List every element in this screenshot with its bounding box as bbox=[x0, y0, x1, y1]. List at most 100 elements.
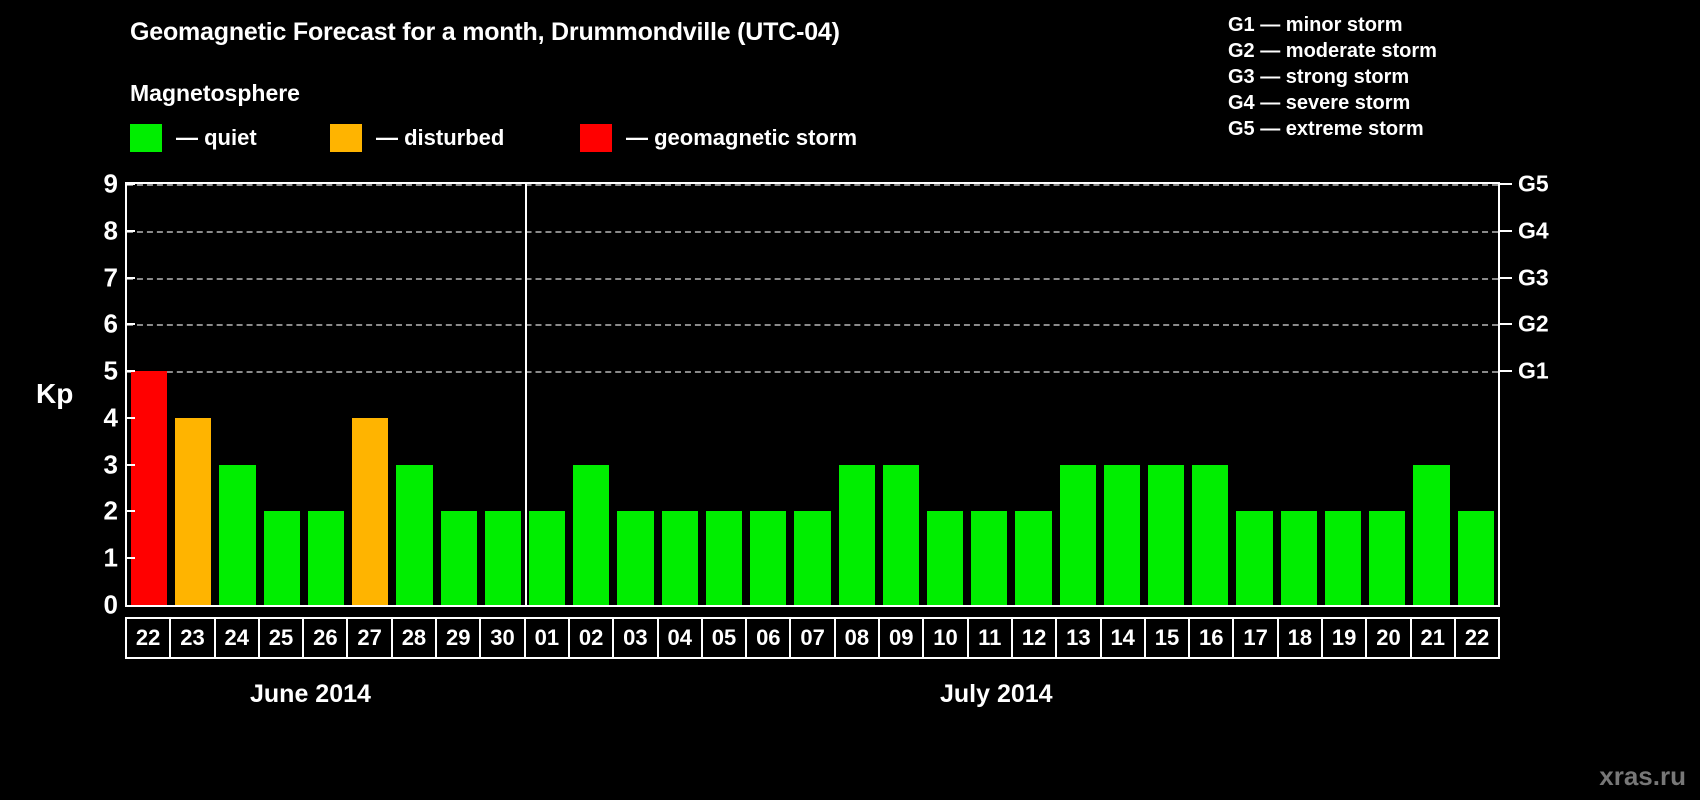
bar-july-21[interactable] bbox=[1413, 464, 1450, 605]
bar-june-29[interactable] bbox=[440, 511, 477, 605]
gridline-kp-5 bbox=[127, 371, 1498, 374]
storm-scale-line-5: G5 — extreme storm bbox=[1228, 118, 1424, 140]
bar-slot bbox=[260, 184, 304, 605]
y-tick-mark-8 bbox=[125, 229, 135, 232]
bar-july-03[interactable] bbox=[617, 511, 654, 605]
date-cell-july-02[interactable]: 02 bbox=[569, 619, 615, 657]
y-tick-label-7: 7 bbox=[103, 262, 118, 293]
date-cell-july-09[interactable]: 09 bbox=[880, 619, 925, 657]
date-cell-july-01[interactable]: 01 bbox=[525, 619, 570, 657]
bar-june-24[interactable] bbox=[219, 464, 256, 605]
bar-july-02[interactable] bbox=[573, 464, 610, 605]
bar-july-05[interactable] bbox=[705, 511, 743, 605]
date-cell-june-24[interactable]: 24 bbox=[215, 619, 260, 657]
bar-slot bbox=[437, 184, 481, 605]
bar-july-13[interactable] bbox=[1059, 464, 1096, 605]
y-tick-label-1: 1 bbox=[103, 542, 118, 573]
bar-july-11[interactable] bbox=[971, 511, 1008, 605]
date-cell-july-03[interactable]: 03 bbox=[614, 619, 659, 657]
bar-slot bbox=[1011, 184, 1055, 605]
bar-slot bbox=[215, 184, 259, 605]
watermark: xras.ru bbox=[1599, 761, 1686, 791]
bar-july-20[interactable] bbox=[1369, 511, 1406, 605]
date-cell-june-25[interactable]: 25 bbox=[259, 619, 305, 657]
gridline-kp-6 bbox=[127, 324, 1498, 327]
bar-july-19[interactable] bbox=[1324, 511, 1362, 605]
date-cell-july-21[interactable]: 21 bbox=[1411, 619, 1456, 657]
y-tick-label-6: 6 bbox=[103, 308, 118, 339]
storm-scale-line-2: G2 — moderate storm bbox=[1228, 40, 1437, 62]
y-tick-mark-9 bbox=[125, 183, 135, 185]
g-tick-mark-G5 bbox=[1500, 183, 1512, 185]
y-tick-label-8: 8 bbox=[103, 215, 118, 246]
date-cell-july-11[interactable]: 11 bbox=[968, 619, 1013, 657]
date-cell-june-23[interactable]: 23 bbox=[171, 619, 216, 657]
bar-july-10[interactable] bbox=[926, 511, 964, 605]
bar-slot bbox=[879, 184, 923, 605]
date-cell-july-15[interactable]: 15 bbox=[1145, 619, 1191, 657]
plot-area bbox=[125, 182, 1500, 607]
bar-july-08[interactable] bbox=[838, 464, 875, 605]
bar-july-06[interactable] bbox=[750, 511, 787, 605]
date-cell-july-14[interactable]: 14 bbox=[1101, 619, 1146, 657]
date-cell-july-22[interactable]: 22 bbox=[1455, 619, 1499, 657]
magnetosphere-label: Magnetosphere bbox=[130, 80, 300, 106]
g-tick-mark-G4 bbox=[1500, 229, 1512, 232]
bar-slot bbox=[923, 184, 967, 605]
date-cell-june-27[interactable]: 27 bbox=[348, 619, 393, 657]
bar-june-23[interactable] bbox=[175, 417, 212, 605]
bar-july-07[interactable] bbox=[794, 511, 831, 605]
bar-slot bbox=[1321, 184, 1365, 605]
bar-july-04[interactable] bbox=[661, 511, 698, 605]
g-tick-label-G4: G4 bbox=[1518, 217, 1549, 244]
bar-slot bbox=[1277, 184, 1321, 605]
bar-june-26[interactable] bbox=[307, 511, 345, 605]
storm-scale-legend: G1 — minor storm G2 — moderate storm G3 — … bbox=[1228, 12, 1437, 142]
bar-slot bbox=[790, 184, 834, 605]
bar-slot bbox=[1188, 184, 1232, 605]
month-separator bbox=[525, 184, 528, 605]
date-cell-july-08[interactable]: 08 bbox=[835, 619, 881, 657]
bar-june-30[interactable] bbox=[484, 511, 521, 605]
bar-july-17[interactable] bbox=[1236, 511, 1273, 605]
date-cell-july-05[interactable]: 05 bbox=[702, 619, 748, 657]
bar-july-12[interactable] bbox=[1015, 511, 1052, 605]
bar-june-25[interactable] bbox=[263, 511, 300, 605]
bar-slot bbox=[1454, 184, 1498, 605]
bar-june-22[interactable] bbox=[131, 371, 168, 605]
date-cell-july-20[interactable]: 20 bbox=[1367, 619, 1412, 657]
date-cell-june-26[interactable]: 26 bbox=[304, 619, 349, 657]
date-cell-july-12[interactable]: 12 bbox=[1012, 619, 1058, 657]
bar-july-15[interactable] bbox=[1148, 464, 1185, 605]
y-tick-mark-3 bbox=[125, 463, 135, 466]
date-cell-june-22[interactable]: 22 bbox=[127, 619, 172, 657]
y-tick-label-9: 9 bbox=[103, 168, 118, 199]
bar-slot bbox=[967, 184, 1011, 605]
y-tick-label-2: 2 bbox=[103, 495, 118, 526]
bar-june-27[interactable] bbox=[352, 417, 389, 605]
bar-june-28[interactable] bbox=[396, 464, 433, 605]
bar-july-09[interactable] bbox=[882, 464, 919, 605]
date-cell-july-04[interactable]: 04 bbox=[658, 619, 703, 657]
bar-july-22[interactable] bbox=[1457, 511, 1494, 605]
date-cell-june-28[interactable]: 28 bbox=[392, 619, 438, 657]
date-cell-july-10[interactable]: 10 bbox=[924, 619, 969, 657]
date-cell-july-16[interactable]: 16 bbox=[1190, 619, 1235, 657]
bar-july-14[interactable] bbox=[1103, 464, 1141, 605]
bar-july-01[interactable] bbox=[528, 511, 566, 605]
bar-slot bbox=[348, 184, 392, 605]
date-cell-july-17[interactable]: 17 bbox=[1234, 619, 1279, 657]
bar-july-18[interactable] bbox=[1280, 511, 1317, 605]
date-cell-june-30[interactable]: 30 bbox=[481, 619, 526, 657]
gridline-kp-7 bbox=[127, 277, 1498, 280]
date-cell-june-29[interactable]: 29 bbox=[437, 619, 482, 657]
bar-slot bbox=[392, 184, 436, 605]
date-cell-july-13[interactable]: 13 bbox=[1057, 619, 1102, 657]
date-cell-july-18[interactable]: 18 bbox=[1278, 619, 1324, 657]
bar-slot bbox=[481, 184, 525, 605]
date-cell-july-19[interactable]: 19 bbox=[1323, 619, 1368, 657]
bar-july-16[interactable] bbox=[1192, 464, 1229, 605]
bar-slot bbox=[1144, 184, 1188, 605]
date-cell-july-06[interactable]: 06 bbox=[747, 619, 792, 657]
date-cell-july-07[interactable]: 07 bbox=[791, 619, 836, 657]
